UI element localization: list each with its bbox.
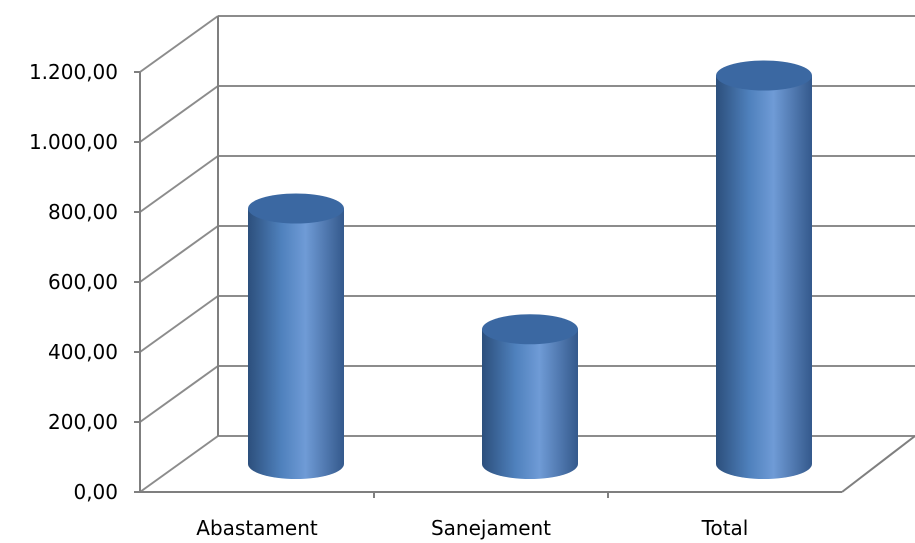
side-gridline-2	[139, 295, 219, 353]
bar-top-2	[716, 60, 812, 91]
x-tick-label-2: Total	[701, 516, 749, 540]
y-tick-label-1: 200,00	[48, 410, 118, 434]
x-tick-label-1: Sanejament	[431, 516, 551, 540]
bar-1	[482, 314, 578, 479]
y-tick-label-3: 600,00	[48, 270, 118, 294]
y-tick-label-5: 1.000,00	[29, 130, 118, 154]
side-gridline-5	[139, 85, 219, 143]
bar-0	[248, 193, 344, 479]
side-gridline-3	[139, 225, 219, 283]
axes	[134, 16, 915, 498]
bar-top-1	[482, 314, 578, 345]
side-gridline-4	[139, 155, 219, 213]
y-tick-label-6: 1.200,00	[29, 60, 118, 84]
x-tick-label-0: Abastament	[196, 516, 318, 540]
bar-body-1	[482, 329, 578, 479]
side-gridline-0	[139, 435, 219, 493]
bar-body-2	[716, 75, 812, 479]
bar-body-0	[248, 208, 344, 479]
side-gridline-6	[139, 15, 219, 73]
bars	[248, 60, 812, 479]
bar-top-0	[248, 193, 344, 224]
side-gridline-1	[139, 365, 219, 423]
labels: 0,00 200,00 400,00 600,00 800,00 1.000,00 1.20…	[29, 60, 748, 540]
y-tick-label-2: 400,00	[48, 340, 118, 364]
bar-2	[716, 60, 812, 479]
y-tick-label-4: 800,00	[48, 200, 118, 224]
floor-right-edge	[841, 435, 915, 493]
y-tick-label-0: 0,00	[73, 480, 118, 504]
